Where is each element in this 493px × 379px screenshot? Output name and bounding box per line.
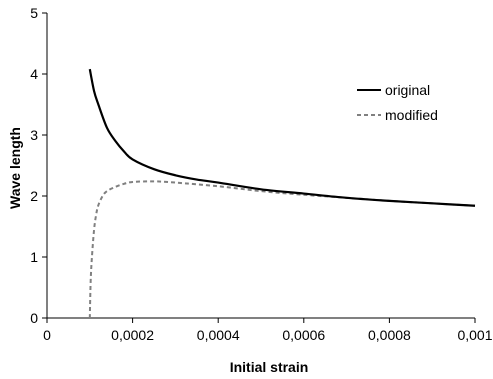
chart-ticks: 0 1 2 3 4 5 0 0,0002 0,0004 0,0006 0,0008 0,001 xyxy=(30,5,493,343)
y-tick-label: 1 xyxy=(30,249,38,265)
y-tick-label: 4 xyxy=(30,66,38,82)
x-tick-label: 0,0006 xyxy=(282,327,325,343)
series-line-original xyxy=(88,68,476,207)
y-tick-label: 0 xyxy=(30,310,38,326)
x-tick-label: 0,0002 xyxy=(111,327,154,343)
chart-series xyxy=(88,68,476,319)
x-tick-label: 0,0008 xyxy=(368,327,411,343)
x-tick-label: 0,0004 xyxy=(197,327,240,343)
y-tick-label: 2 xyxy=(30,188,38,204)
legend-label-original: original xyxy=(385,82,430,98)
legend-label-modified: modified xyxy=(385,107,438,123)
y-tick-label: 5 xyxy=(30,5,38,21)
x-axis-title: Initial strain xyxy=(230,359,309,375)
y-axis-title: Wave length xyxy=(7,127,23,209)
y-tick-label: 3 xyxy=(30,127,38,143)
chart-axes xyxy=(46,13,475,319)
x-tick-label: 0,001 xyxy=(457,327,492,343)
x-tick-label: 0 xyxy=(43,327,51,343)
chart-legend: original modified xyxy=(357,82,438,123)
